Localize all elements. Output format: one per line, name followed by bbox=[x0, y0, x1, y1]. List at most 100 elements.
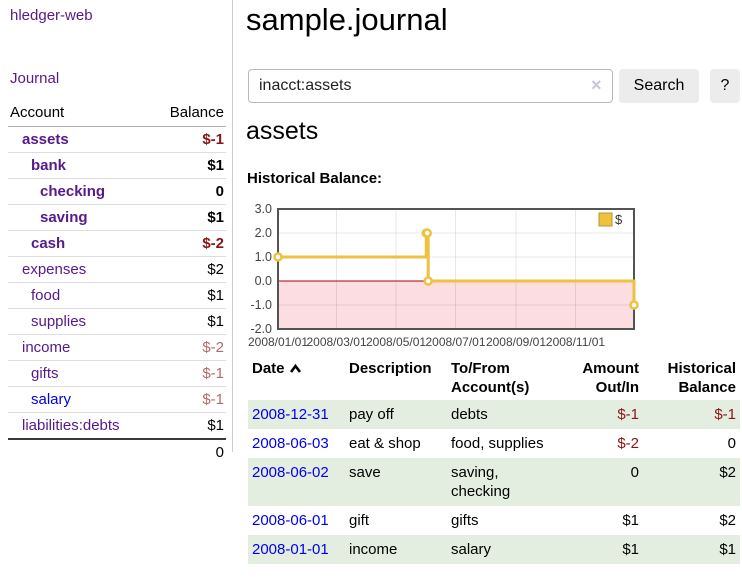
transaction-date-link[interactable]: 2008-01-01 bbox=[252, 541, 329, 558]
account-name-cell: saving bbox=[8, 204, 153, 231]
account-link[interactable]: food bbox=[31, 287, 61, 304]
accounts-total-spacer bbox=[8, 438, 153, 465]
register-accounts-cell: food, supplies bbox=[451, 435, 544, 452]
account-link[interactable]: expenses bbox=[22, 261, 87, 278]
clear-search-icon[interactable]: × bbox=[591, 75, 602, 95]
account-name-cell: cash bbox=[8, 230, 153, 257]
account-row: saving $1 bbox=[8, 204, 226, 231]
account-row: expenses $2 bbox=[8, 256, 226, 283]
brand-link[interactable]: hledger-web bbox=[10, 7, 93, 24]
account-link[interactable]: checking bbox=[40, 183, 106, 200]
transaction-date-link[interactable]: 2008-06-02 bbox=[252, 464, 329, 481]
account-balance: $1 bbox=[152, 152, 226, 179]
chart-marker bbox=[423, 276, 433, 286]
register-amount-cell: $-2 bbox=[617, 435, 639, 452]
register-balance-cell: 0 bbox=[727, 435, 736, 452]
register-description-cell: save bbox=[349, 464, 381, 481]
register-date-cell: 2008-06-02 bbox=[248, 458, 345, 506]
account-name-cell: expenses bbox=[8, 256, 153, 283]
register-header-balance: Historical Balance bbox=[667, 360, 736, 396]
chart-marker bbox=[629, 300, 639, 310]
chart-x-tick-label: 2008/05/01 bbox=[366, 335, 426, 349]
account-link[interactable]: liabilities:debts bbox=[22, 417, 120, 434]
historical-balance-chart: 3.0 2.0 1.0 0.0 -1.0 -2.02008/01/012008/03/01… bbox=[248, 202, 639, 349]
account-link[interactable]: supplies bbox=[31, 313, 87, 330]
register-accounts-cell: debts bbox=[451, 406, 488, 423]
account-row: food $1 bbox=[8, 282, 226, 309]
account-link[interactable]: cash bbox=[31, 235, 66, 252]
account-balance: $-2 bbox=[152, 334, 226, 361]
account-name-cell: income bbox=[8, 334, 153, 361]
account-balance: 0 bbox=[152, 178, 226, 205]
account-link[interactable]: gifts bbox=[31, 365, 59, 382]
account-balance: $-2 bbox=[152, 230, 226, 257]
account-row: income $-2 bbox=[8, 334, 226, 361]
account-row: salary $-1 bbox=[8, 386, 226, 413]
register-row: 2008-06-03 eat & shop food, supplies $-2 0 bbox=[248, 429, 740, 458]
register-header-row: Date Description To/From Account(s) Amou… bbox=[248, 356, 740, 400]
transaction-date-link[interactable]: 2008-06-03 bbox=[252, 435, 329, 452]
register-header-amount: Amount Out/In bbox=[582, 360, 639, 396]
help-button[interactable]: ? bbox=[710, 69, 740, 103]
historical-balance-label: Historical Balance: bbox=[247, 170, 383, 187]
account-balance: $-1 bbox=[152, 126, 226, 153]
account-name-cell: assets bbox=[8, 126, 153, 153]
sidebar-item-journal[interactable]: Journal bbox=[10, 70, 60, 87]
account-link[interactable]: bank bbox=[31, 157, 67, 174]
account-link[interactable]: assets bbox=[22, 131, 69, 148]
sort-ascending-icon bbox=[289, 363, 301, 373]
accounts-total-row: 0 bbox=[8, 438, 226, 465]
register-date-cell: 2008-01-01 bbox=[248, 535, 345, 564]
accounts-table: Account Balance assets $-1 bank $1 checking 0… bbox=[8, 101, 226, 465]
account-name-cell: checking bbox=[8, 178, 153, 205]
register-amount-cell: $1 bbox=[622, 541, 639, 558]
transaction-date-link[interactable]: 2008-12-31 bbox=[252, 406, 329, 423]
chart-x-tick-label: 2008/07/01 bbox=[425, 335, 485, 349]
register-balance-cell: $2 bbox=[719, 464, 736, 481]
register-balance-cell: $-1 bbox=[714, 406, 736, 423]
account-link[interactable]: income bbox=[22, 339, 71, 356]
transaction-date-link[interactable]: 2008-06-01 bbox=[252, 512, 329, 529]
register-balance-cell: $1 bbox=[719, 541, 736, 558]
register-description-cell: income bbox=[349, 541, 398, 558]
accounts-header-row: Account Balance bbox=[8, 101, 226, 127]
register-header-date[interactable]: Date bbox=[248, 356, 345, 400]
account-link[interactable]: saving bbox=[40, 209, 88, 226]
accounts-total-value: 0 bbox=[152, 438, 226, 465]
account-row: cash $-2 bbox=[8, 230, 226, 257]
register-description-cell: pay off bbox=[349, 406, 394, 423]
search-button[interactable]: Search bbox=[619, 69, 699, 103]
register-accounts-cell: gifts bbox=[451, 512, 479, 529]
register-amount-cell: 0 bbox=[630, 464, 639, 481]
register-date-cell: 2008-12-31 bbox=[248, 400, 345, 429]
account-name-cell: salary bbox=[8, 386, 153, 413]
account-name-cell: bank bbox=[8, 152, 153, 179]
chart-y-tick-label: 3.0 bbox=[255, 202, 272, 216]
register-description-cell: gift bbox=[349, 512, 370, 529]
account-row: supplies $1 bbox=[8, 308, 226, 335]
account-balance: $-1 bbox=[152, 360, 226, 387]
chart-x-tick-label: 2008/03/01 bbox=[306, 335, 366, 349]
account-link[interactable]: salary bbox=[31, 391, 72, 408]
chart-x-tick-label: 2008/11/01 bbox=[546, 335, 605, 349]
register-amount-cell: $-1 bbox=[617, 406, 639, 423]
search-input[interactable] bbox=[248, 69, 613, 103]
chart-x-tick-label: 2008/01/01 bbox=[248, 335, 308, 349]
chart-border bbox=[277, 208, 635, 330]
chart-y-tick-label: -2.0 bbox=[250, 322, 272, 336]
chart-negative-region bbox=[278, 281, 634, 329]
accounts-header-account: Account bbox=[8, 101, 153, 127]
register-row: 2008-06-01 gift gifts $1 $2 bbox=[248, 506, 740, 535]
chart-x-tick-label: 2008/09/01 bbox=[486, 335, 546, 349]
register-header-description: Description bbox=[349, 360, 432, 377]
page-title: sample.journal bbox=[246, 2, 448, 37]
account-balance: $1 bbox=[152, 282, 226, 309]
account-row: checking 0 bbox=[8, 178, 226, 205]
account-heading: assets bbox=[246, 117, 319, 145]
register-date-cell: 2008-06-01 bbox=[248, 506, 345, 535]
chart-y-tick-label: 2.0 bbox=[255, 226, 272, 240]
accounts-header-balance: Balance bbox=[152, 101, 226, 127]
account-balance: $1 bbox=[152, 308, 226, 335]
chart-y-tick-label: -1.0 bbox=[250, 298, 272, 312]
accounts-table-body: assets $-1 bank $1 checking 0 saving $1 cash $-2 e… bbox=[8, 126, 226, 465]
